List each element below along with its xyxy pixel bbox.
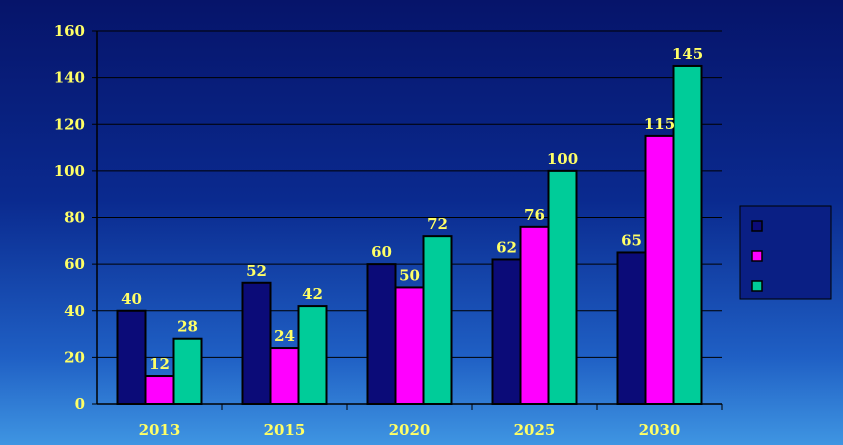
data-label: 115 bbox=[644, 115, 675, 133]
x-tick-label: 2030 bbox=[639, 421, 681, 439]
x-tick-label: 2013 bbox=[139, 421, 181, 439]
bar bbox=[644, 134, 675, 405]
bar bbox=[269, 347, 300, 405]
bar bbox=[297, 305, 328, 405]
data-label: 52 bbox=[246, 262, 267, 280]
bar bbox=[519, 225, 550, 405]
bar bbox=[672, 64, 703, 405]
x-tick-label: 2020 bbox=[389, 421, 431, 439]
bar bbox=[616, 251, 647, 405]
x-tick-label: 2015 bbox=[264, 421, 306, 439]
data-labels: 40 12 28 52 24 42 60 50 72 62 76 100 65 115 145 bbox=[121, 45, 703, 373]
legend-swatch bbox=[751, 280, 763, 292]
data-label: 24 bbox=[274, 327, 295, 345]
y-tick-label: 140 bbox=[54, 69, 85, 87]
data-label: 50 bbox=[399, 266, 420, 284]
bar bbox=[172, 337, 203, 406]
bar bbox=[116, 309, 147, 405]
y-tick-label: 40 bbox=[64, 302, 85, 320]
y-tick-label: 120 bbox=[54, 115, 85, 133]
bar bbox=[422, 235, 453, 405]
data-label: 76 bbox=[524, 206, 545, 224]
bars bbox=[116, 64, 703, 406]
legend-swatch bbox=[751, 250, 763, 262]
y-tick-label: 20 bbox=[64, 348, 85, 366]
data-label: 100 bbox=[547, 150, 578, 168]
bar bbox=[144, 375, 175, 405]
data-label: 60 bbox=[371, 243, 392, 261]
bar bbox=[241, 281, 272, 405]
y-axis: 0 20 40 60 80 100 120 140 160 bbox=[54, 22, 98, 413]
data-label: 145 bbox=[672, 45, 703, 63]
data-label: 62 bbox=[496, 238, 517, 256]
data-label: 40 bbox=[121, 290, 142, 308]
x-tick-label: 2025 bbox=[514, 421, 556, 439]
bar bbox=[394, 286, 425, 405]
y-tick-label: 80 bbox=[64, 209, 85, 227]
bar bbox=[547, 169, 578, 405]
legend-swatch bbox=[751, 220, 763, 232]
data-label: 28 bbox=[177, 318, 198, 336]
gridlines bbox=[97, 30, 722, 358]
data-label: 42 bbox=[302, 285, 323, 303]
legend bbox=[739, 205, 832, 300]
bar bbox=[366, 263, 397, 405]
y-tick-label: 0 bbox=[75, 395, 85, 413]
y-tick-label: 100 bbox=[54, 162, 85, 180]
x-axis: 2013 2015 2020 2025 2030 bbox=[97, 403, 723, 439]
bar bbox=[491, 258, 522, 405]
y-tick-label: 160 bbox=[54, 22, 85, 40]
data-label: 72 bbox=[427, 215, 448, 233]
data-label: 12 bbox=[149, 355, 170, 373]
data-label: 65 bbox=[621, 231, 642, 249]
y-tick-label: 60 bbox=[64, 255, 85, 273]
